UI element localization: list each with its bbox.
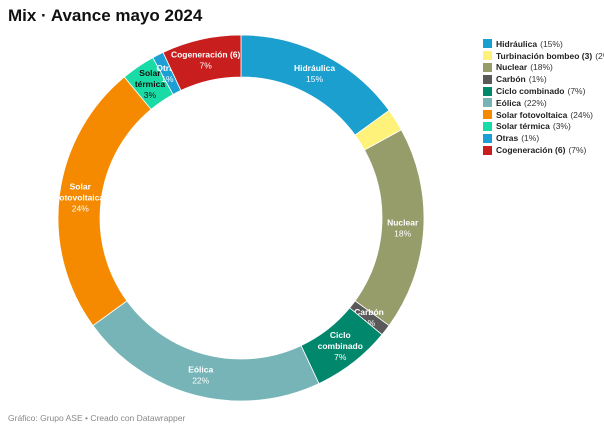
legend-label: Ciclo combinado xyxy=(496,86,565,97)
legend-item: Eólica (22%) xyxy=(483,97,604,109)
legend-label: Cogeneración (6) xyxy=(496,145,566,156)
legend-item: Cogeneración (6) (7%) xyxy=(483,144,604,156)
slice-label: Solar térmica 3% xyxy=(135,68,166,100)
legend-value: (3%) xyxy=(552,121,571,132)
slice-label-value: 22% xyxy=(192,375,209,385)
legend-item: Otras (1%) xyxy=(483,132,604,144)
slice-label-value: 7% xyxy=(334,352,347,362)
slice-label-value: 3% xyxy=(144,90,157,100)
slice-label-name: combinado xyxy=(318,341,363,351)
legend-label: Turbinación bombeo (3) xyxy=(496,50,593,61)
slice-label: Eólica 22% xyxy=(188,364,213,385)
legend-swatch xyxy=(483,51,492,61)
slice-label-name: Cogeneración (6) xyxy=(171,49,241,59)
legend-swatch xyxy=(483,110,492,120)
legend-value: (7%) xyxy=(567,86,586,97)
legend-item: Carbón (1%) xyxy=(483,73,604,85)
slice-label-value: 24% xyxy=(72,204,89,214)
slice-label-name: Ciclo xyxy=(330,330,351,340)
legend-item: Turbinación bombeo (3)(2%) xyxy=(483,50,604,62)
legend-item: Solar fotovoltaica (24%) xyxy=(483,109,604,121)
slice-label-name: Solar xyxy=(70,182,92,192)
legend-value: (1%) xyxy=(521,133,540,144)
slice-label-value: 1% xyxy=(363,318,376,328)
slice-9 xyxy=(162,34,242,91)
slice-label: Ciclo combinado 7% xyxy=(318,330,363,362)
slice-label-name: Carbón xyxy=(354,307,384,317)
legend-swatch xyxy=(483,86,492,96)
slice-label: Otras 1% xyxy=(156,63,178,84)
legend-value: (7%) xyxy=(568,145,587,156)
slice-label-value: 18% xyxy=(394,229,411,239)
legend-label: Hidráulica xyxy=(496,38,538,49)
slice-label-value: 15% xyxy=(306,74,323,84)
legend-swatch xyxy=(483,121,492,131)
legend-swatch xyxy=(483,39,492,49)
legend-label: Carbón xyxy=(496,74,526,85)
slice-label-name: Hidráulica xyxy=(294,63,335,73)
legend-value: (15%) xyxy=(540,38,563,49)
legend-label: Solar fotovoltaica xyxy=(496,109,568,120)
legend-item: Ciclo combinado (7%) xyxy=(483,85,604,97)
slice-label-value: 7% xyxy=(200,60,213,70)
slice-label-name: fotovoltaica xyxy=(56,193,104,203)
slice-2 xyxy=(354,129,425,327)
legend-value: (24%) xyxy=(570,109,594,120)
legend-item: Nuclear (18%) xyxy=(483,62,604,74)
legend-swatch xyxy=(483,133,492,143)
chart-title: Mix · Avance mayo 2024 xyxy=(8,6,203,25)
legend-swatch xyxy=(483,62,492,72)
legend-swatch xyxy=(483,74,492,84)
slice-label: Nuclear 18% xyxy=(387,218,419,239)
legend-label: Eólica xyxy=(496,97,522,108)
legend-value: (2%) xyxy=(595,50,604,61)
slice-label-value: 1% xyxy=(161,74,174,84)
legend-label: Solar térmica xyxy=(496,121,550,132)
chart-footer: Gráfico: Grupo ASE • Creado con Datawrap… xyxy=(8,413,186,423)
slice-label-name: térmica xyxy=(135,79,166,89)
slice-0 xyxy=(240,34,390,136)
legend-swatch xyxy=(483,98,492,108)
slice-label-name: Solar xyxy=(139,68,161,78)
slice-label-name: Otras xyxy=(156,63,178,73)
slice-label-name: Nuclear xyxy=(387,218,419,228)
legend-value: (1%) xyxy=(528,74,547,85)
slice-label: Solar fotovoltaica 24% xyxy=(56,182,104,214)
slice-label: Carbón 1% xyxy=(354,307,384,328)
legend-label: Otras xyxy=(496,133,519,144)
legend-value: (18%) xyxy=(530,62,553,73)
slice-label-name: Eólica xyxy=(188,364,213,374)
legend-item: Solar térmica (3%) xyxy=(483,121,604,133)
legend-label: Nuclear xyxy=(496,62,528,73)
slice-label: Cogeneración (6) 7% xyxy=(171,49,241,70)
slice-5 xyxy=(92,300,320,402)
legend-value: (22%) xyxy=(524,97,547,108)
legend: Hidráulica(15%)Turbinación bombeo (3)(2%… xyxy=(483,38,604,156)
legend-swatch xyxy=(483,145,492,155)
slice-label: Hidráulica 15% xyxy=(294,63,335,84)
legend-item: Hidráulica (15%) xyxy=(483,38,604,50)
